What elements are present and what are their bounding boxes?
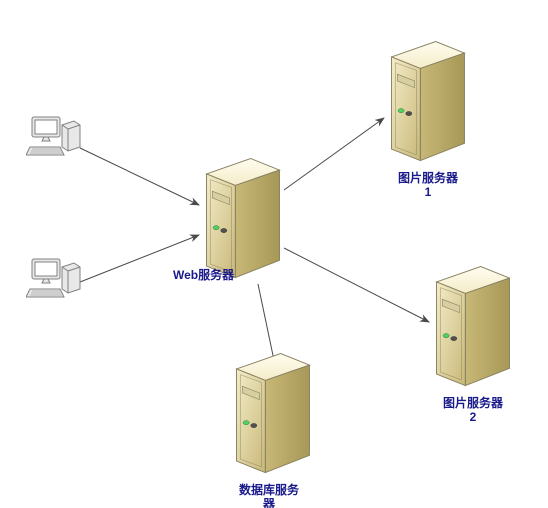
workstation-icon <box>26 113 82 163</box>
edge-web-img1 <box>284 118 384 190</box>
edge-pc1-web <box>80 148 199 205</box>
label-img1: 图片服务器 1 <box>398 171 458 200</box>
edge-web-img2 <box>284 248 429 322</box>
workstation-pc1 <box>26 113 82 163</box>
server-icon <box>425 258 521 398</box>
workstation-icon <box>26 255 82 305</box>
label-web: Web服务器 <box>173 268 234 282</box>
server-img1 <box>380 33 476 173</box>
server-icon <box>380 33 476 173</box>
label-img2: 图片服务器 2 <box>443 396 503 425</box>
server-icon <box>225 345 321 485</box>
label-db: 数据库服务 器 <box>239 483 299 508</box>
workstation-pc2 <box>26 255 82 305</box>
server-db <box>225 345 321 485</box>
server-img2 <box>425 258 521 398</box>
